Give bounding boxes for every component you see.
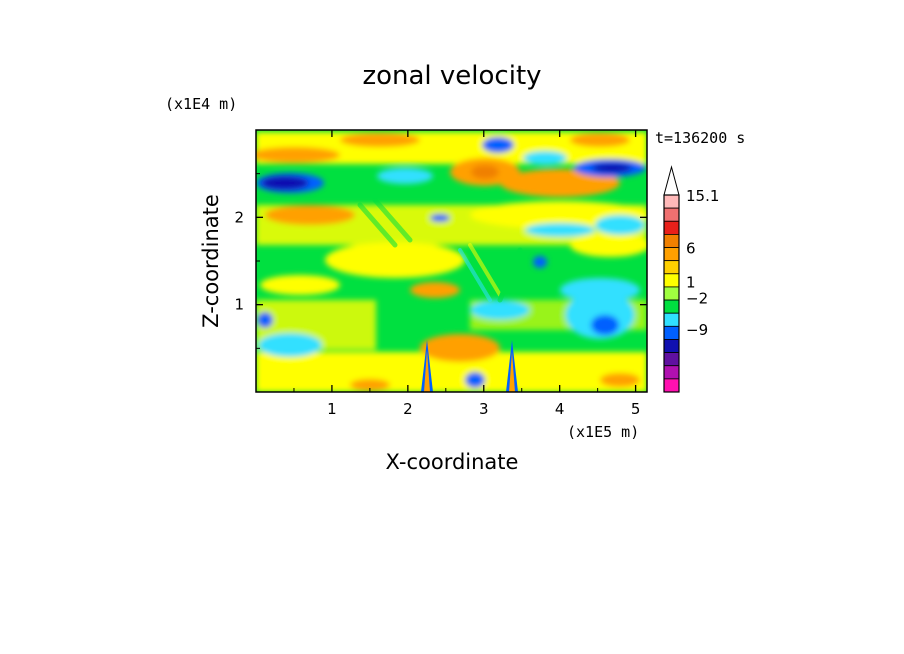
x-tick-label: 2 bbox=[403, 400, 413, 418]
colorbar-label: 6 bbox=[686, 240, 696, 258]
colorbar-swatch bbox=[663, 273, 680, 288]
colorbar-label: −9 bbox=[686, 321, 708, 339]
heatmap-field bbox=[256, 130, 647, 392]
x-tick-label: 5 bbox=[631, 400, 641, 418]
x-scale-label: (x1E5 m) bbox=[567, 423, 639, 441]
colorbar: 15.1 6 1−2 −9 bbox=[663, 165, 719, 393]
x-axis-label: X-coordinate bbox=[386, 450, 519, 474]
colorbar-swatch bbox=[663, 220, 680, 235]
colorbar-swatch bbox=[663, 260, 680, 275]
time-label: t=136200 s bbox=[655, 129, 745, 147]
colorbar-swatch bbox=[663, 233, 680, 248]
y-axis-label: Z-coordinate bbox=[199, 194, 223, 328]
y-tick-label: 1 bbox=[234, 296, 244, 314]
colorbar-label: 15.1 bbox=[686, 187, 719, 205]
x-tick-label: 3 bbox=[479, 400, 489, 418]
colorbar-swatch bbox=[663, 207, 680, 222]
chart-title: zonal velocity bbox=[362, 61, 541, 91]
colorbar-swatch bbox=[663, 247, 680, 262]
colorbar-swatch bbox=[663, 339, 680, 354]
colorbar-label: −2 bbox=[686, 289, 708, 307]
y-axis: 12 bbox=[234, 173, 647, 349]
colorbar-frame bbox=[663, 194, 680, 393]
y-scale-label: (x1E4 m) bbox=[165, 95, 237, 113]
colorbar-swatch bbox=[663, 365, 680, 380]
y-tick-label: 2 bbox=[234, 208, 244, 226]
colorbar-swatch bbox=[663, 312, 680, 327]
colorbar-swatch bbox=[663, 299, 680, 314]
colorbar-extend-triangle bbox=[663, 165, 680, 196]
colorbar-swatch bbox=[663, 194, 680, 209]
colorbar-swatch bbox=[663, 352, 680, 367]
x-tick-label: 4 bbox=[555, 400, 565, 418]
x-axis: 1 2 3 4 5 bbox=[293, 130, 641, 418]
colorbar-swatch bbox=[663, 286, 680, 301]
colorbar-swatch bbox=[663, 325, 680, 340]
x-tick-label: 1 bbox=[327, 400, 337, 418]
colorbar-label: 1 bbox=[686, 274, 696, 292]
terrain-peaks bbox=[421, 340, 518, 392]
colorbar-swatch bbox=[663, 378, 680, 393]
